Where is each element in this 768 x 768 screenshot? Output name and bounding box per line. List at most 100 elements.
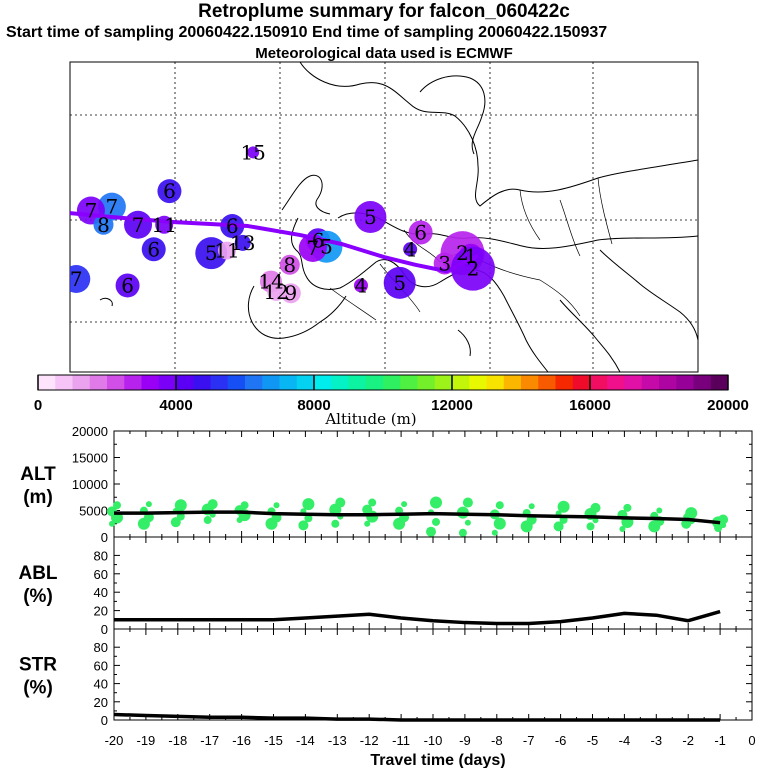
x-tick-label: -16 — [232, 733, 251, 748]
map-border — [597, 177, 613, 245]
colorbar-swatch — [486, 375, 505, 390]
alt-spread-dot — [553, 521, 564, 532]
x-tick-label: -3 — [651, 733, 663, 748]
alt-spread-dot — [426, 526, 436, 537]
x-tick-label: -13 — [328, 733, 347, 748]
x-tick-label: -19 — [137, 733, 156, 748]
alt-spread-dot — [432, 517, 440, 526]
map-point-label: 4 — [404, 237, 417, 261]
y-tick-label: 40 — [94, 585, 108, 600]
map-cluster-point — [280, 283, 301, 304]
map-point-label: 1 — [465, 244, 478, 268]
alt-spread-dot — [458, 528, 467, 537]
colorbar-swatch — [400, 375, 418, 390]
panel-alt: 0 5000 10000 15000 20000 ALT(m) — [20, 424, 753, 545]
map-coastline — [599, 249, 699, 341]
panel-ylabel-unit: (m) — [23, 487, 53, 508]
panel-ylabel-unit: (%) — [23, 586, 53, 607]
alt-spread-dot — [298, 520, 309, 531]
colorbar-tick-label: 12000 — [431, 397, 473, 414]
alt-spread-dot — [113, 501, 121, 510]
alt-spread-dot — [430, 496, 442, 509]
map-cluster-point — [195, 237, 228, 270]
map-cluster-point — [157, 179, 182, 204]
colorbar-swatch — [279, 375, 298, 390]
alt-spread-dot — [557, 500, 570, 513]
colorbar-tick-label: 20000 — [707, 397, 749, 414]
alt-spread-dot — [656, 507, 663, 514]
colorbar-swatch — [659, 375, 677, 390]
colorbar-swatch — [107, 375, 125, 390]
map-coastline — [99, 297, 113, 307]
y-tick-label: 60 — [94, 658, 108, 673]
colorbar-swatch — [555, 375, 574, 390]
colorbar-swatch — [521, 375, 539, 390]
y-tick-label: 40 — [94, 677, 108, 692]
map-point-label: 5 — [320, 235, 333, 259]
alt-spread-dot — [491, 529, 498, 536]
y-tick-label: 0 — [101, 622, 108, 637]
x-tick-label: -17 — [200, 733, 219, 748]
alt-spread-dot — [304, 514, 313, 523]
map-point-label: 8 — [283, 253, 296, 277]
map-coastline — [247, 285, 347, 339]
colorbar-swatch — [245, 375, 263, 390]
alt-spread-dot — [495, 501, 504, 510]
alt-spread-dot — [331, 519, 340, 528]
y-tick-label: 15000 — [72, 451, 108, 466]
map-point-label: 6 — [226, 214, 239, 238]
colorbar-swatch — [641, 375, 660, 390]
colorbar-swatch — [176, 375, 194, 390]
x-tick-label: -7 — [523, 733, 535, 748]
colorbar-label: Altitude (m) — [324, 410, 416, 428]
colorbar-swatch — [89, 375, 108, 390]
map-cluster-point — [450, 246, 495, 291]
map-coastline — [281, 174, 331, 215]
colorbar-swatch — [607, 375, 625, 390]
map-border — [539, 279, 581, 317]
colorbar-swatch — [590, 375, 608, 390]
colorbar-swatch — [503, 375, 522, 390]
colorbar-tick-label: 8000 — [297, 397, 330, 414]
meteo-data-note: Meteorological data used is ECMWF — [255, 45, 513, 62]
x-tick-label: -10 — [424, 733, 443, 748]
x-tick-label: -11 — [392, 733, 410, 748]
x-tick-label: -6 — [555, 733, 567, 748]
colorbar-swatch — [348, 375, 367, 390]
colorbar-tick-label: 0 — [34, 397, 42, 414]
chart-title: Retroplume summary for falcon_060422c — [198, 1, 570, 22]
alt-spread-dot — [493, 517, 506, 530]
colorbar-swatch — [710, 375, 729, 390]
map-cluster-point — [403, 242, 418, 257]
alt-spread-dot — [364, 520, 371, 527]
series-line-str — [113, 712, 721, 722]
colorbar-swatch — [365, 375, 384, 390]
colorbar-swatch — [538, 375, 556, 390]
alt-spread-dot — [718, 514, 729, 525]
colorbar-swatch — [469, 375, 487, 390]
colorbar-swatch — [624, 375, 643, 390]
map-coastline — [299, 61, 699, 207]
x-tick-label: -12 — [360, 733, 379, 748]
x-tick-label: -18 — [168, 733, 187, 748]
x-tick-label: -5 — [587, 733, 599, 748]
x-axis-label: Travel time (days) — [370, 752, 505, 768]
map-mean-track — [70, 211, 480, 274]
alt-spread-dot — [176, 512, 185, 521]
colorbar-swatch — [38, 375, 56, 390]
map-point-label: 11 — [151, 213, 176, 237]
map-point-label: 2 — [456, 241, 469, 265]
y-tick-label: 20 — [94, 695, 108, 710]
alt-spread-dot — [362, 504, 373, 515]
map-cluster-point — [93, 214, 114, 235]
map-point-label: 13 — [230, 231, 255, 255]
map-cluster-point — [408, 220, 433, 245]
sampling-times: Start time of sampling 20060422.150910 E… — [6, 24, 608, 41]
panel-str: 0 20 40 60 80 STR(%) — [19, 628, 753, 728]
y-tick-label: 10000 — [72, 477, 108, 492]
map-cluster-point — [247, 146, 260, 159]
alt-spread-dot — [368, 498, 377, 507]
map-point-label: 15 — [240, 140, 265, 164]
map-point-label: 11 — [214, 239, 239, 263]
